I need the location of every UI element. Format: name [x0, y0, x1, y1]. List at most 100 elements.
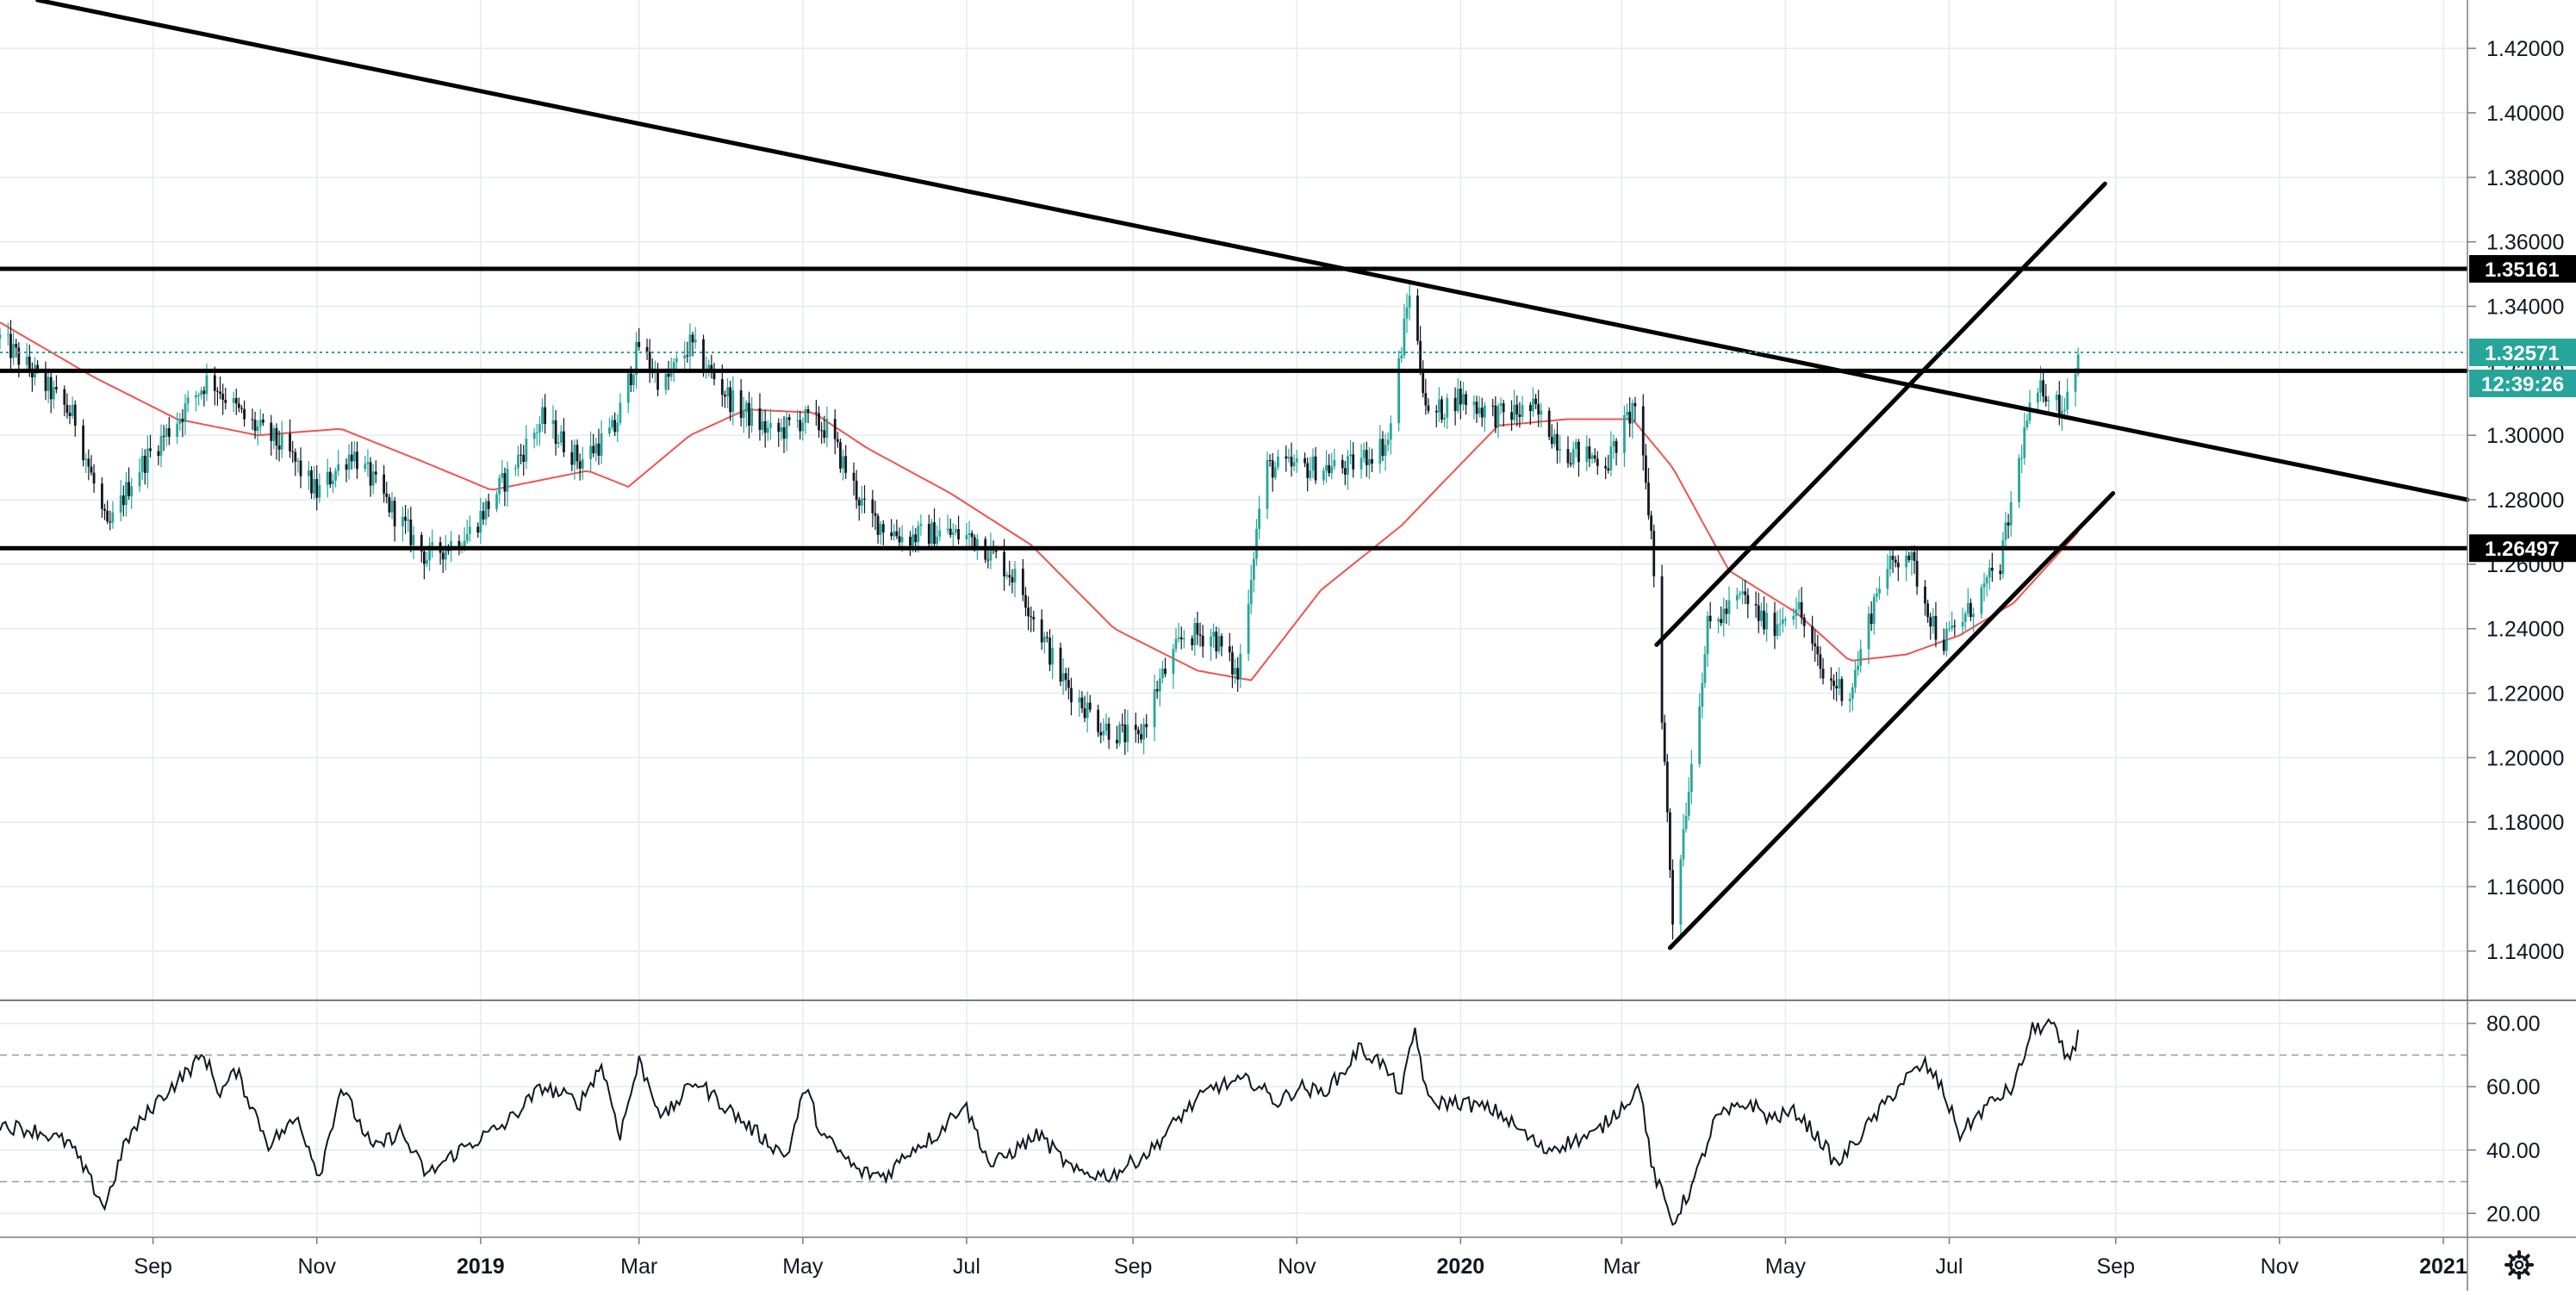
candle-body [970, 532, 974, 538]
candle-body [1309, 470, 1312, 478]
candle-body [1534, 398, 1537, 405]
candle-body [1513, 404, 1516, 420]
candle-body [1706, 615, 1709, 655]
candle-body [65, 404, 69, 414]
candle-body [645, 346, 649, 352]
candle-body [1875, 593, 1878, 597]
candle-body [1867, 613, 1870, 650]
candle-body [1048, 638, 1051, 665]
candle-body [15, 344, 18, 348]
candle-body [1462, 394, 1465, 405]
candle-body [989, 546, 992, 561]
candle-body [1381, 439, 1384, 457]
candle-body [1107, 723, 1111, 740]
candle-body [119, 495, 122, 513]
time-tick-label: Jul [1936, 1255, 1963, 1279]
candle-body [143, 456, 146, 473]
time-axis[interactable]: Sep Nov 2019 Mar May Jul Sep Nov 2020 Mar May Jul Se… [134, 1237, 2467, 1279]
candle-body [1735, 595, 1739, 601]
candle-body [1684, 815, 1688, 830]
candle-body [975, 539, 979, 548]
candle-body [165, 427, 168, 437]
candle-body [930, 522, 933, 545]
candle-body [1271, 460, 1274, 478]
candle-body [1802, 617, 1806, 626]
candle-body [1966, 602, 1969, 614]
candle-body [1196, 623, 1199, 635]
candle-body [1389, 423, 1392, 440]
candle-body [879, 524, 882, 535]
candle-body [1800, 601, 1803, 618]
candle-body [221, 394, 225, 401]
candles [0, 281, 2080, 940]
candle-body [656, 369, 659, 390]
candle-body [1136, 730, 1140, 735]
rsi-line [0, 1018, 2080, 1227]
candle-body [205, 375, 208, 395]
drawings[interactable] [0, 0, 2470, 950]
candle-body [1255, 528, 1258, 559]
candle-body [2036, 392, 2039, 403]
candle-body [669, 370, 673, 377]
candle-body [256, 426, 259, 432]
candle-body [629, 373, 632, 386]
candle-body [1438, 399, 1440, 413]
candle-body [393, 501, 396, 526]
candle-body [720, 379, 724, 395]
candle-body [1161, 668, 1164, 679]
candle-body [1569, 463, 1572, 465]
gear-icon[interactable] [2504, 1250, 2534, 1279]
candle-body [1003, 551, 1005, 576]
candle-body [1811, 626, 1814, 644]
candle-body [1416, 296, 1419, 341]
candle-body [111, 512, 115, 523]
candle-body [1172, 649, 1175, 675]
candle-body [576, 445, 579, 462]
candle-body [450, 540, 452, 551]
candle-body [307, 470, 310, 476]
candle-body [1086, 702, 1089, 719]
candle-body [237, 403, 240, 408]
candle-body [664, 373, 668, 390]
candle-body [232, 397, 235, 403]
candle-body [1343, 468, 1347, 475]
candle-body [1328, 464, 1331, 474]
candle-body [1239, 653, 1242, 680]
candle-body [1814, 643, 1817, 647]
candle-body [1679, 859, 1683, 925]
candle-body [1754, 603, 1758, 606]
candle-body [1386, 439, 1390, 445]
candle-body [686, 355, 689, 357]
candle-body [688, 334, 692, 357]
candle-body [1604, 465, 1608, 469]
rsi-axis[interactable]: 20.00 40.00 60.00 80.00 [2467, 1012, 2541, 1227]
candle-body [729, 387, 732, 413]
price-label-text: 1.32571 [2485, 342, 2560, 365]
candle-body [761, 420, 764, 430]
price-tick-label: 1.38000 [2486, 166, 2564, 190]
grid [0, 0, 2467, 1236]
candle-body [1231, 652, 1234, 675]
candle-body [1491, 405, 1495, 407]
candle-body [313, 478, 316, 494]
price-axis[interactable]: 1.14000 1.16000 1.18000 1.20000 1.22000 1.240… [2467, 37, 2564, 964]
time-tick-label: Sep [134, 1255, 171, 1279]
candle-body [769, 422, 772, 428]
candle-body [1191, 638, 1194, 645]
candle-body [1982, 583, 1986, 588]
time-tick-label: Sep [1114, 1255, 1152, 1279]
candle-body [1456, 389, 1459, 411]
candle-body [1647, 483, 1650, 516]
candle-body [1559, 449, 1562, 451]
candle-body [1835, 686, 1839, 688]
candle-body [0, 334, 2, 339]
candle-body [758, 408, 762, 430]
candle-body [1540, 410, 1543, 415]
candle-body [1891, 556, 1895, 560]
candle-body [140, 456, 144, 472]
candle-body [1759, 610, 1763, 621]
candle-body [1848, 699, 1851, 701]
